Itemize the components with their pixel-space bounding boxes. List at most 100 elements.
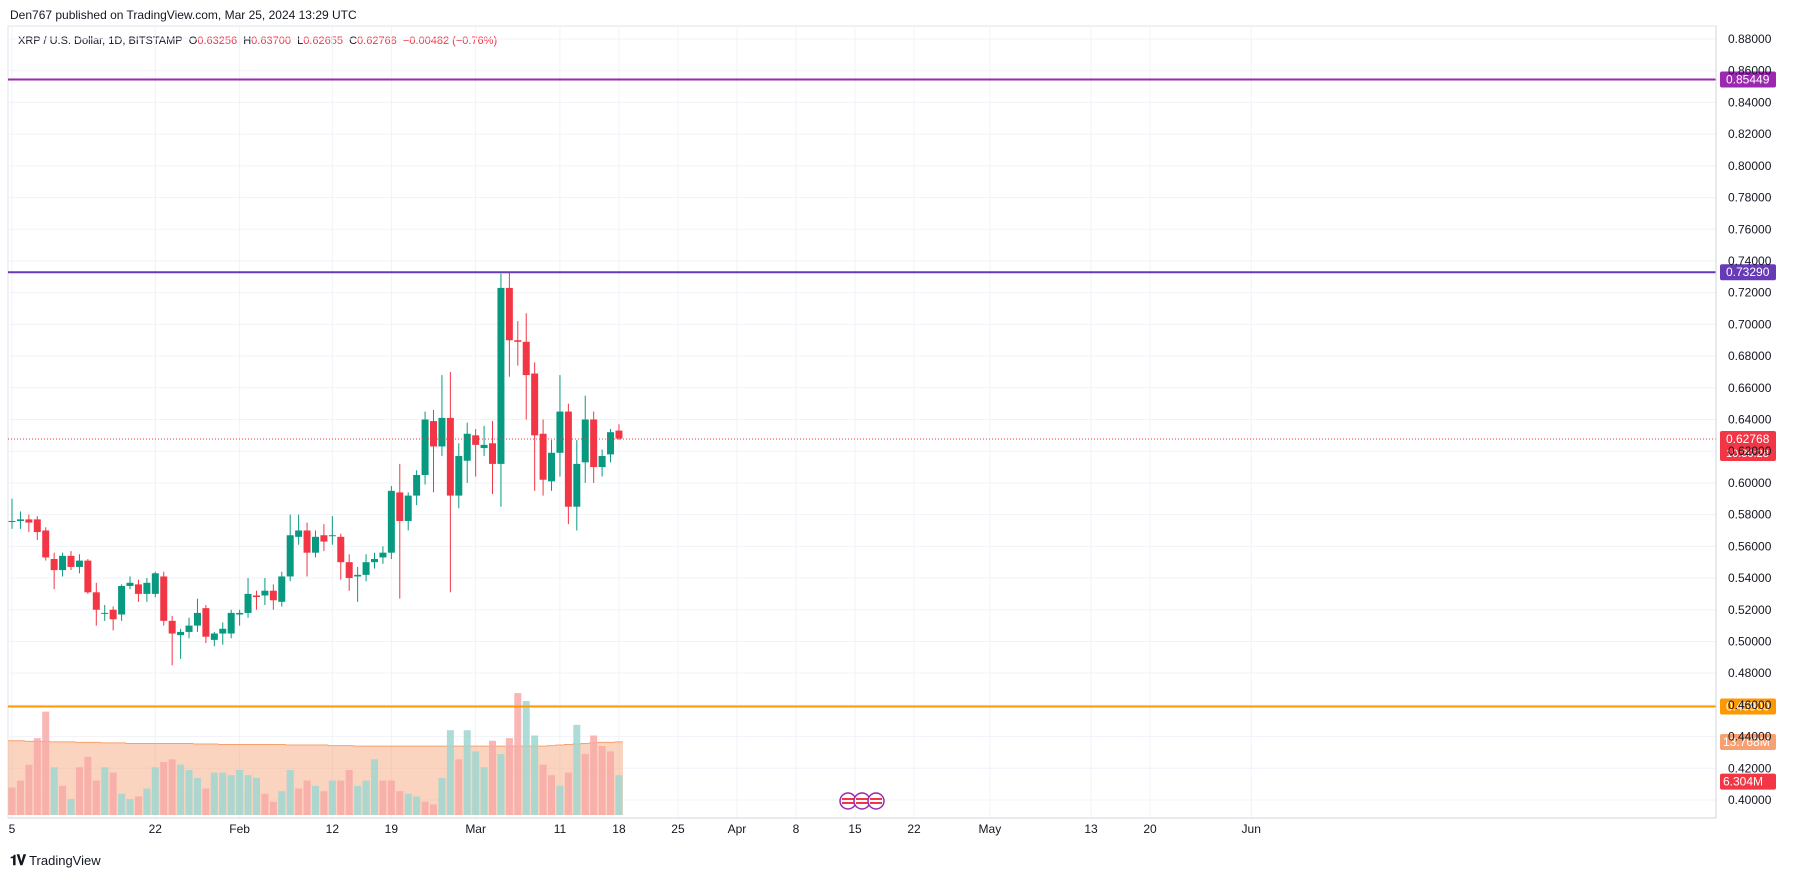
candle-body	[143, 582, 151, 594]
volume-bar	[455, 759, 463, 815]
candle	[193, 598, 201, 632]
time-tick-label: 13	[1084, 822, 1098, 836]
volume-bar	[84, 756, 92, 815]
candle	[101, 604, 109, 621]
price-tick-label: 0.84000	[1728, 95, 1772, 109]
candle	[472, 429, 480, 477]
open-value: 0.63256	[197, 35, 238, 47]
candle-body	[396, 492, 404, 521]
candle	[92, 582, 100, 626]
candle	[598, 449, 606, 477]
candle	[564, 403, 572, 525]
level-label: 0.85449	[1726, 72, 1770, 86]
candle	[430, 409, 437, 493]
us-flag-icon	[867, 792, 885, 810]
candle	[455, 443, 463, 509]
candle	[236, 609, 244, 626]
volume-bars	[8, 693, 623, 815]
candle-body	[370, 559, 378, 563]
candle	[67, 551, 75, 571]
candle	[151, 571, 159, 598]
price-tick-label: 0.86000	[1728, 64, 1772, 78]
candle-body	[320, 535, 328, 542]
time-tick-label: 20	[1143, 822, 1157, 836]
grid-lines	[7, 25, 1717, 819]
horizontal-levels[interactable]: 0.85449 0.73290 0.45900 0.62768 10:30:28 13.7…	[8, 71, 1776, 790]
volume-bar	[185, 769, 193, 815]
candle-body	[548, 452, 556, 482]
volume-bar	[514, 693, 522, 815]
level-label-box	[1720, 264, 1776, 281]
candle	[295, 514, 303, 545]
candle	[261, 578, 269, 605]
candle-body	[84, 560, 92, 593]
volume-bar	[126, 799, 134, 815]
volume-bar	[143, 788, 151, 815]
candle	[42, 527, 50, 561]
time-tick-label: Apr	[728, 822, 747, 836]
volume-bar	[311, 785, 319, 815]
candle-body	[337, 536, 345, 563]
candle-body	[590, 419, 598, 468]
event-markers[interactable]	[839, 792, 885, 810]
price-tick-label: 0.78000	[1728, 191, 1772, 205]
candle-body	[177, 631, 185, 636]
price-tick-label: 0.48000	[1728, 666, 1772, 680]
volume-bar	[354, 785, 362, 815]
candle	[548, 440, 556, 491]
price-tick-label: 0.76000	[1728, 222, 1772, 236]
footer-brand: TradingView	[29, 853, 101, 868]
candle-body	[59, 555, 67, 571]
candle	[33, 516, 41, 540]
price-tick-label: 0.64000	[1728, 413, 1772, 427]
price-axis[interactable]: 0.40000 0.42000 0.44000 0.46000 0.48000 0.500…	[1715, 26, 1772, 818]
price-tick-label: 0.70000	[1728, 317, 1772, 331]
candle-body	[295, 530, 303, 537]
candle	[16, 511, 24, 529]
candle	[59, 552, 67, 577]
price-tick-label: 0.42000	[1728, 761, 1772, 775]
volume-bar	[42, 711, 50, 815]
time-tick-label: 19	[385, 822, 399, 836]
volume-bar	[219, 772, 227, 815]
volume-bar	[244, 775, 252, 815]
volume-bar	[134, 796, 142, 815]
volume-bar	[109, 772, 117, 815]
price-tick-label: 0.72000	[1728, 286, 1772, 300]
candles	[8, 272, 623, 666]
volume-bar	[370, 759, 378, 815]
volume-bar	[581, 754, 589, 815]
volume-bar	[50, 767, 58, 815]
candle	[50, 552, 58, 590]
volume-bar	[337, 780, 345, 815]
candle-body	[387, 490, 395, 553]
volume-bar	[548, 775, 556, 815]
change-value: −0.00482 (−0.76%)	[402, 35, 498, 47]
candle-body	[413, 474, 421, 496]
volume-bar	[497, 754, 505, 815]
volume-bar	[8, 787, 16, 815]
candle-body	[328, 535, 336, 537]
candle-body	[497, 287, 505, 464]
publisher-line: Den767 published on TradingView.com, Mar…	[10, 8, 357, 22]
candle-body	[134, 584, 142, 594]
volume-bar	[16, 780, 24, 815]
price-tick-label: 0.50000	[1728, 634, 1772, 648]
candle-body	[278, 576, 286, 602]
candle	[286, 514, 294, 582]
time-axis[interactable]: 5 22 Feb 12 19 Mar 11 18 25 Apr 8 15 22 May 13 20 Jun	[8, 817, 1716, 836]
candle	[573, 440, 581, 531]
volume-bar	[522, 701, 530, 815]
price-tick-label: 0.68000	[1728, 349, 1772, 363]
volume-bar	[607, 751, 615, 815]
candle	[219, 622, 227, 645]
candle-body	[354, 574, 362, 577]
volume-bar	[489, 740, 497, 815]
volume-bar	[573, 724, 581, 815]
candle	[84, 559, 92, 594]
price-tick-label: 0.46000	[1728, 698, 1772, 712]
volume-bar	[286, 769, 294, 815]
volume-bar	[67, 799, 75, 815]
volume-bar	[615, 775, 623, 815]
